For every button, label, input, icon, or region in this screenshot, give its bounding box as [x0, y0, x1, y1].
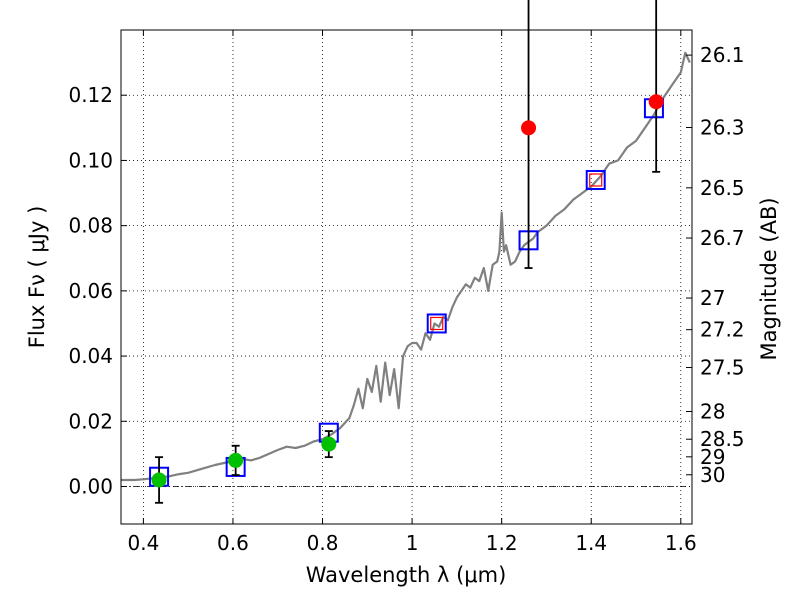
y-tick-label: 0.10	[68, 148, 113, 172]
right-tick-label: 29	[700, 445, 725, 469]
model-point	[426, 313, 447, 334]
model-marker-red	[589, 173, 603, 187]
right-tick-label: 27	[700, 286, 725, 310]
y-tick-label: 0.02	[68, 409, 113, 433]
spectrum-line	[121, 51, 691, 482]
y-tick-label: 0.08	[68, 214, 113, 238]
right-tick-label: 26.3	[700, 115, 745, 139]
right-tick-label: 27.2	[700, 318, 745, 342]
x-tick-label: 1.4	[575, 531, 607, 555]
x-tick-label: 1.2	[486, 531, 518, 555]
model-point	[585, 169, 606, 190]
observed-point	[648, 94, 664, 110]
y-tick-label: 0.12	[68, 83, 113, 107]
y-tick-label: 0.06	[68, 279, 113, 303]
right-tick-label: 26.5	[700, 176, 745, 200]
grid-lines	[121, 30, 692, 524]
right-tick-label: 26.7	[700, 226, 745, 250]
observed-point	[321, 436, 337, 452]
error-bars	[151, 0, 664, 504]
right-tick-label: 28	[700, 400, 725, 424]
model-marker-red	[430, 316, 444, 331]
series-layer	[121, 51, 691, 487]
observed-point	[151, 472, 167, 488]
observed-point	[228, 452, 244, 468]
y-axis-label: Flux Fν ( μJy )	[25, 206, 49, 349]
x-tick-label: 0.4	[127, 531, 159, 555]
observed-point	[521, 120, 537, 136]
right-tick-label: 30	[700, 463, 725, 487]
x-tick-label: 1	[406, 531, 419, 555]
x-tick-label: 0.6	[217, 531, 249, 555]
y-tick-label: 0.00	[68, 475, 113, 499]
x-axis-ticks: 0.4 0.6 0.8 1 1.2 1.4 1.6	[127, 30, 697, 555]
y-axis-ticks: 0.00 0.02 0.04 0.06 0.08 0.10 0.12	[68, 83, 127, 499]
right-axis-label: Magnitude (AB)	[757, 197, 781, 360]
x-tick-label: 1.6	[665, 531, 697, 555]
plot-frame	[120, 29, 693, 525]
x-tick-label: 0.8	[307, 531, 339, 555]
right-tick-label: 27.5	[700, 355, 745, 379]
x-axis-label: Wavelength λ (μm)	[306, 563, 507, 587]
right-tick-label: 28.5	[700, 427, 745, 451]
right-tick-label: 26.1	[700, 43, 745, 67]
y-tick-label: 0.04	[68, 344, 113, 368]
